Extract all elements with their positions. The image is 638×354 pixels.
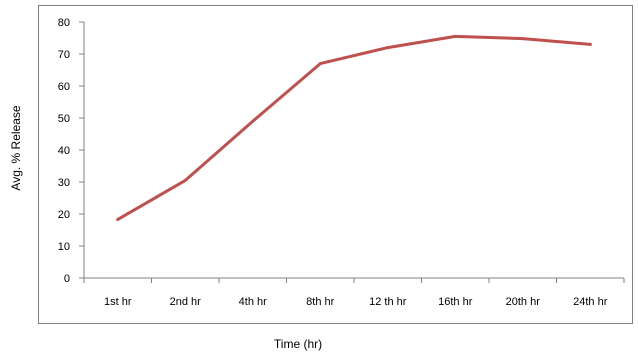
- data-point: [183, 178, 187, 182]
- data-point: [521, 37, 525, 41]
- data-point: [588, 42, 592, 46]
- y-tick-label: 30: [58, 177, 70, 189]
- y-tick-label: 80: [58, 17, 70, 29]
- plot-border: [38, 5, 633, 324]
- x-tick-label: 24th hr: [573, 296, 608, 308]
- y-axis: 0 10 20 30 40 50 60 70 80: [58, 17, 85, 285]
- series-layer: [116, 34, 592, 221]
- x-tick-label: 1st hr: [104, 296, 132, 308]
- series-line: [116, 34, 592, 221]
- x-axis: 1st hr 2nd hr 4th hr 8th hr 12 th hr 16th hr 2…: [83, 277, 625, 308]
- y-tick-label: 70: [58, 49, 70, 61]
- data-point: [251, 119, 255, 123]
- data-point: [453, 34, 457, 38]
- x-axis-title: Time (hr): [274, 337, 322, 351]
- y-tick-label: 60: [58, 81, 70, 93]
- y-tick-label: 20: [58, 209, 70, 221]
- x-tick-label: 12 th hr: [369, 296, 407, 308]
- data-point: [318, 62, 322, 66]
- data-point: [386, 46, 390, 50]
- x-tick-label: 8th hr: [306, 296, 334, 308]
- y-tick-label: 10: [58, 241, 70, 253]
- data-point: [116, 217, 120, 221]
- y-tick-label: 0: [64, 273, 70, 285]
- x-tick-label: 20th hr: [506, 296, 541, 308]
- y-tick-label: 50: [58, 113, 70, 125]
- x-tick-label: 4th hr: [239, 296, 267, 308]
- y-tick-label: 40: [58, 145, 70, 157]
- x-tick-label: 16th hr: [438, 296, 473, 308]
- y-axis-title: Avg. % Release: [9, 105, 23, 190]
- x-tick-label: 2nd hr: [170, 296, 202, 308]
